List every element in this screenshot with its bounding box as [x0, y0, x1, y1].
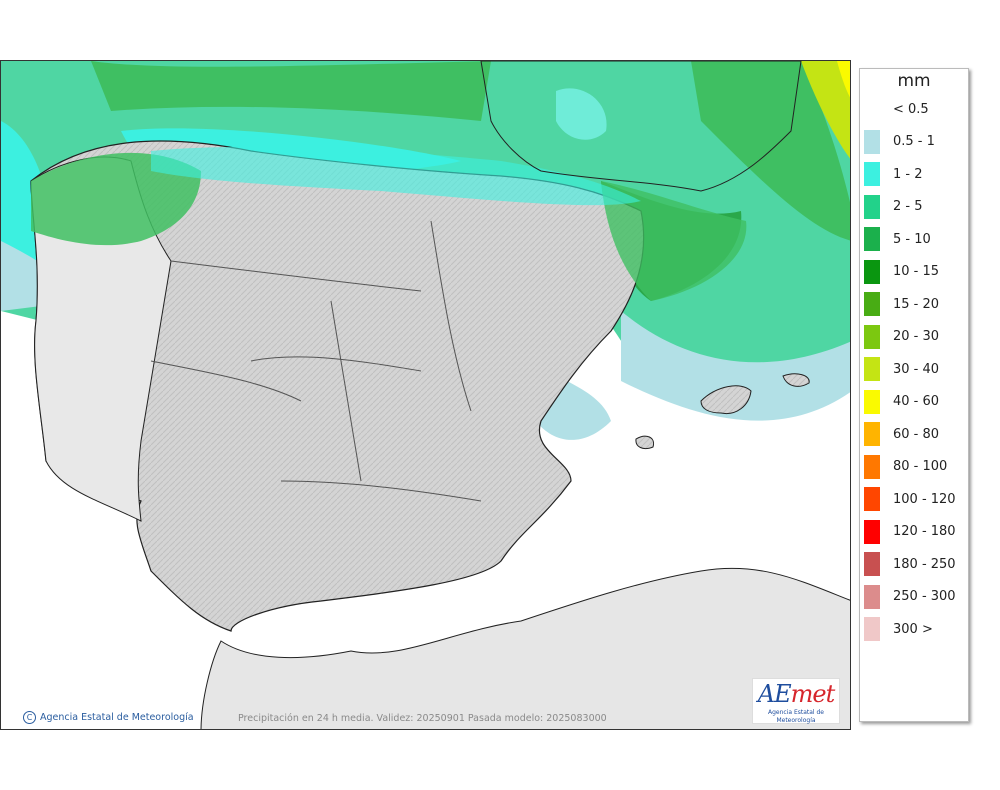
copyright-icon: C	[23, 711, 36, 724]
legend-swatch	[864, 324, 880, 349]
legend-item: 5 - 10	[864, 227, 931, 251]
legend-item: 10 - 15	[864, 259, 940, 284]
legend-item: 20 - 30	[864, 324, 940, 349]
legend-swatch	[864, 97, 880, 121]
legend-swatch	[864, 422, 880, 446]
legend-label: 10 - 15	[893, 264, 940, 279]
legend-item: 80 - 100	[864, 454, 948, 479]
map-canvas	[1, 61, 850, 729]
legend-item: 2 - 5	[864, 194, 923, 219]
legend-swatch	[864, 552, 880, 576]
legend-label: 20 - 30	[893, 329, 940, 344]
map-caption: Precipitación en 24 h media. Validez: 20…	[238, 713, 607, 724]
legend-label: 120 - 180	[893, 524, 956, 539]
rain-zone-1-2-north-coast	[151, 146, 641, 206]
aemet-logo: AEmet Agencia Estatal de Meteorología	[752, 678, 840, 724]
legend-label: 100 - 120	[893, 491, 956, 507]
legend-swatch	[864, 357, 880, 381]
rain-zone-40-60	[837, 61, 850, 98]
legend-label: 0.5 - 1	[893, 134, 935, 149]
legend-label: 60 - 80	[893, 426, 940, 442]
legend-label: 300 >	[893, 621, 933, 637]
region-borders	[150, 220, 482, 502]
legend-item: 180 - 250	[864, 552, 956, 576]
rain-zone-5-10-galicia	[31, 152, 201, 246]
legend-item: 120 - 180	[864, 519, 956, 544]
legend-item: 1 - 2	[864, 162, 923, 186]
north-africa	[200, 567, 850, 729]
legend-item: 40 - 60	[864, 389, 940, 414]
legend-swatch	[864, 292, 880, 316]
legend-item: 60 - 80	[864, 422, 939, 446]
legend-item: < 0.5	[864, 97, 929, 121]
ibiza-island	[635, 435, 655, 450]
legend-label: 2 - 5	[893, 199, 923, 214]
legend-swatch	[864, 129, 880, 154]
rain-zone-5-10-pyrenees	[601, 181, 747, 301]
legend-item: 0.5 - 1	[864, 129, 935, 154]
precipitation-legend: mm < 0.5 0.5 - 1 1 - 2 2 - 5 5 - 10 10 - 15 15…	[859, 68, 969, 722]
menorca-island	[782, 373, 810, 387]
rain-zone-5-10-north	[91, 61, 491, 121]
legend-label: 15 - 20	[893, 296, 940, 312]
france-coastline	[480, 61, 802, 192]
legend-label: 180 - 250	[893, 556, 956, 572]
legend-swatch	[864, 227, 880, 251]
legend-label: 40 - 60	[893, 394, 940, 409]
legend-label: < 0.5	[893, 101, 929, 117]
legend-label: 30 - 40	[893, 361, 940, 377]
legend-swatch	[864, 162, 880, 186]
legend-item: 15 - 20	[864, 292, 939, 316]
legend-label: 1 - 2	[893, 166, 923, 182]
rain-zone-30-40	[801, 61, 850, 159]
aemet-credit: C Agencia Estatal de Meteorología	[23, 711, 194, 724]
legend-swatch	[864, 259, 880, 284]
precipitation-map[interactable]: C Agencia Estatal de Meteorología Precip…	[0, 60, 851, 730]
legend-swatch	[864, 519, 880, 544]
rain-zone-1-2-biscay	[556, 88, 607, 140]
legend-swatch	[864, 584, 880, 609]
legend-item: 300 >	[864, 617, 933, 641]
legend-label: 80 - 100	[893, 459, 948, 474]
legend-item: 250 - 300	[864, 584, 956, 609]
legend-swatch	[864, 617, 880, 641]
mallorca-island	[700, 385, 752, 415]
legend-title: mm	[897, 71, 931, 91]
rain-zone-0-5-1-balearic	[621, 311, 850, 421]
legend-item: 30 - 40	[864, 357, 939, 381]
legend-swatch	[864, 194, 880, 219]
legend-label: 5 - 10	[893, 231, 931, 247]
legend-swatch	[864, 454, 880, 479]
legend-label: 250 - 300	[893, 589, 956, 604]
legend-item: 100 - 120	[864, 487, 956, 511]
credit-text: Agencia Estatal de Meteorología	[40, 712, 194, 723]
legend-swatch	[864, 487, 880, 511]
legend-swatch	[864, 389, 880, 414]
